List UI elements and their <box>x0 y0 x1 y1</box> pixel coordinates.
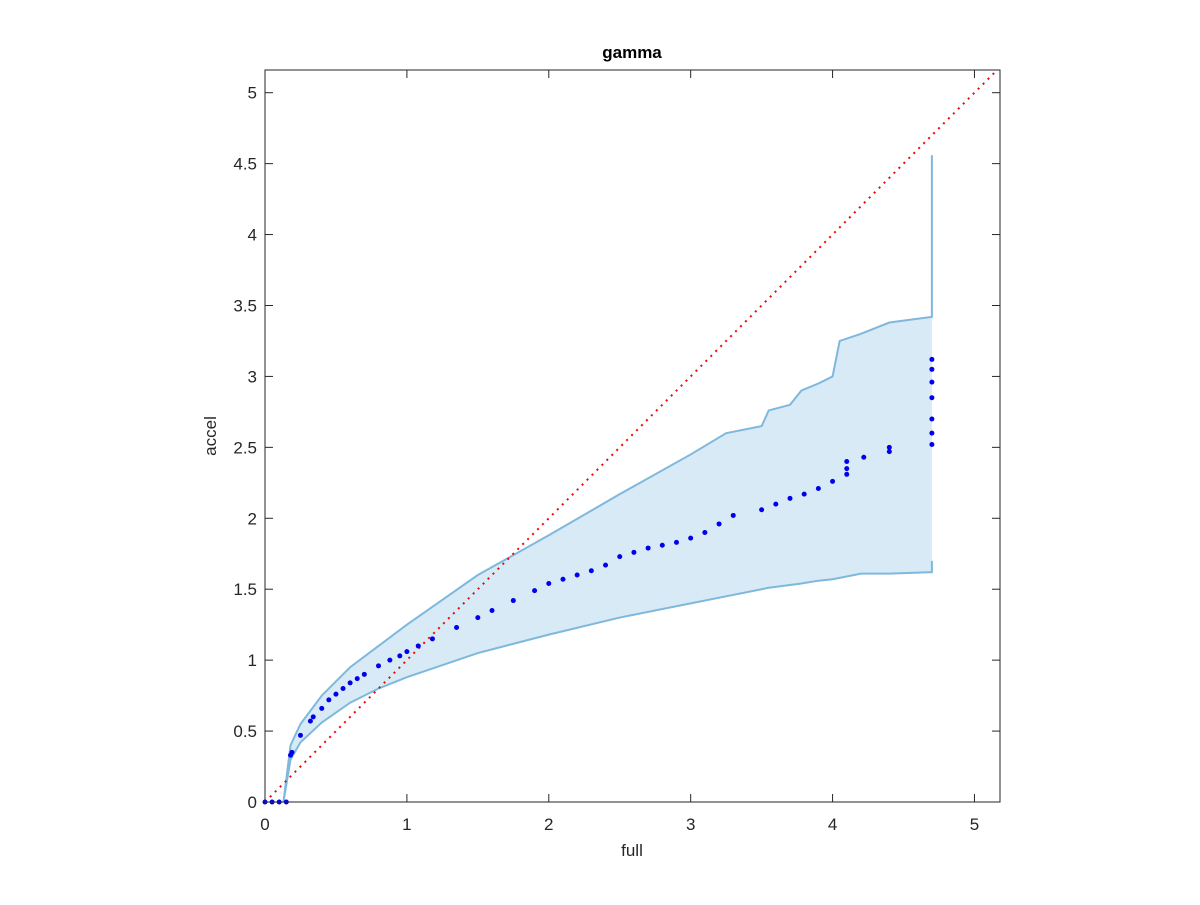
point <box>297 732 303 738</box>
point <box>645 545 651 551</box>
point <box>929 395 935 401</box>
point <box>844 466 850 472</box>
point <box>929 356 935 362</box>
point <box>489 607 495 613</box>
x-tick-label: 4 <box>828 815 837 834</box>
point <box>688 535 694 541</box>
point <box>844 459 850 465</box>
point <box>929 430 935 436</box>
point <box>454 625 460 631</box>
y-tick-label: 1.5 <box>233 580 257 599</box>
point <box>510 598 516 604</box>
y-tick-label: 2.5 <box>233 438 257 457</box>
point <box>310 714 316 720</box>
point <box>333 691 339 697</box>
point <box>886 444 892 450</box>
point <box>659 542 665 548</box>
point <box>603 562 609 568</box>
point <box>340 686 346 692</box>
y-tick-label: 4 <box>248 226 257 245</box>
y-tick-label: 0 <box>248 793 257 812</box>
point <box>354 676 360 682</box>
band-upper <box>282 155 933 803</box>
x-tick-label: 1 <box>402 815 411 834</box>
point <box>886 449 892 455</box>
point <box>929 379 935 385</box>
point <box>861 454 867 460</box>
point <box>546 581 552 587</box>
x-tick-label: 3 <box>686 815 695 834</box>
point <box>787 495 793 501</box>
point <box>307 718 313 724</box>
point <box>716 521 722 527</box>
x-tick-label: 2 <box>544 815 553 834</box>
point <box>929 442 935 448</box>
y-tick-label: 5 <box>248 84 257 103</box>
point <box>361 671 367 677</box>
x-tick-label: 5 <box>970 815 979 834</box>
point <box>730 512 736 518</box>
point <box>397 653 403 659</box>
chart-title: gamma <box>602 43 662 62</box>
point <box>801 491 807 497</box>
y-tick-label: 3 <box>248 367 257 386</box>
band-area <box>283 155 932 802</box>
point <box>532 588 538 594</box>
point <box>929 416 935 422</box>
point <box>773 501 779 507</box>
y-axis-label: accel <box>201 416 220 456</box>
point <box>319 705 325 711</box>
point <box>560 576 566 582</box>
band-lower <box>282 560 933 803</box>
point <box>376 663 382 669</box>
point <box>588 568 594 574</box>
point <box>929 366 935 372</box>
point <box>631 549 637 555</box>
y-tick-label: 1 <box>248 651 257 670</box>
point <box>429 636 435 642</box>
y-tick-label: 2 <box>248 509 257 528</box>
y-tick-label: 4.5 <box>233 155 257 174</box>
point <box>844 471 850 477</box>
point <box>574 572 580 578</box>
point <box>617 554 623 560</box>
axes-box <box>264 69 1001 803</box>
reference-line <box>265 70 999 802</box>
point <box>289 749 295 755</box>
point <box>830 478 836 484</box>
x-tick-label: 0 <box>260 815 269 834</box>
y-tick-label: 3.5 <box>233 296 257 315</box>
point <box>759 507 765 513</box>
x-axis-label: full <box>621 841 643 860</box>
point <box>475 615 481 621</box>
point <box>815 485 821 491</box>
y-tick-label: 0.5 <box>233 722 257 741</box>
point <box>347 680 353 686</box>
point <box>326 697 332 703</box>
point <box>387 657 393 663</box>
point <box>415 643 421 649</box>
point <box>702 529 708 535</box>
point <box>404 649 410 655</box>
point <box>673 539 679 545</box>
